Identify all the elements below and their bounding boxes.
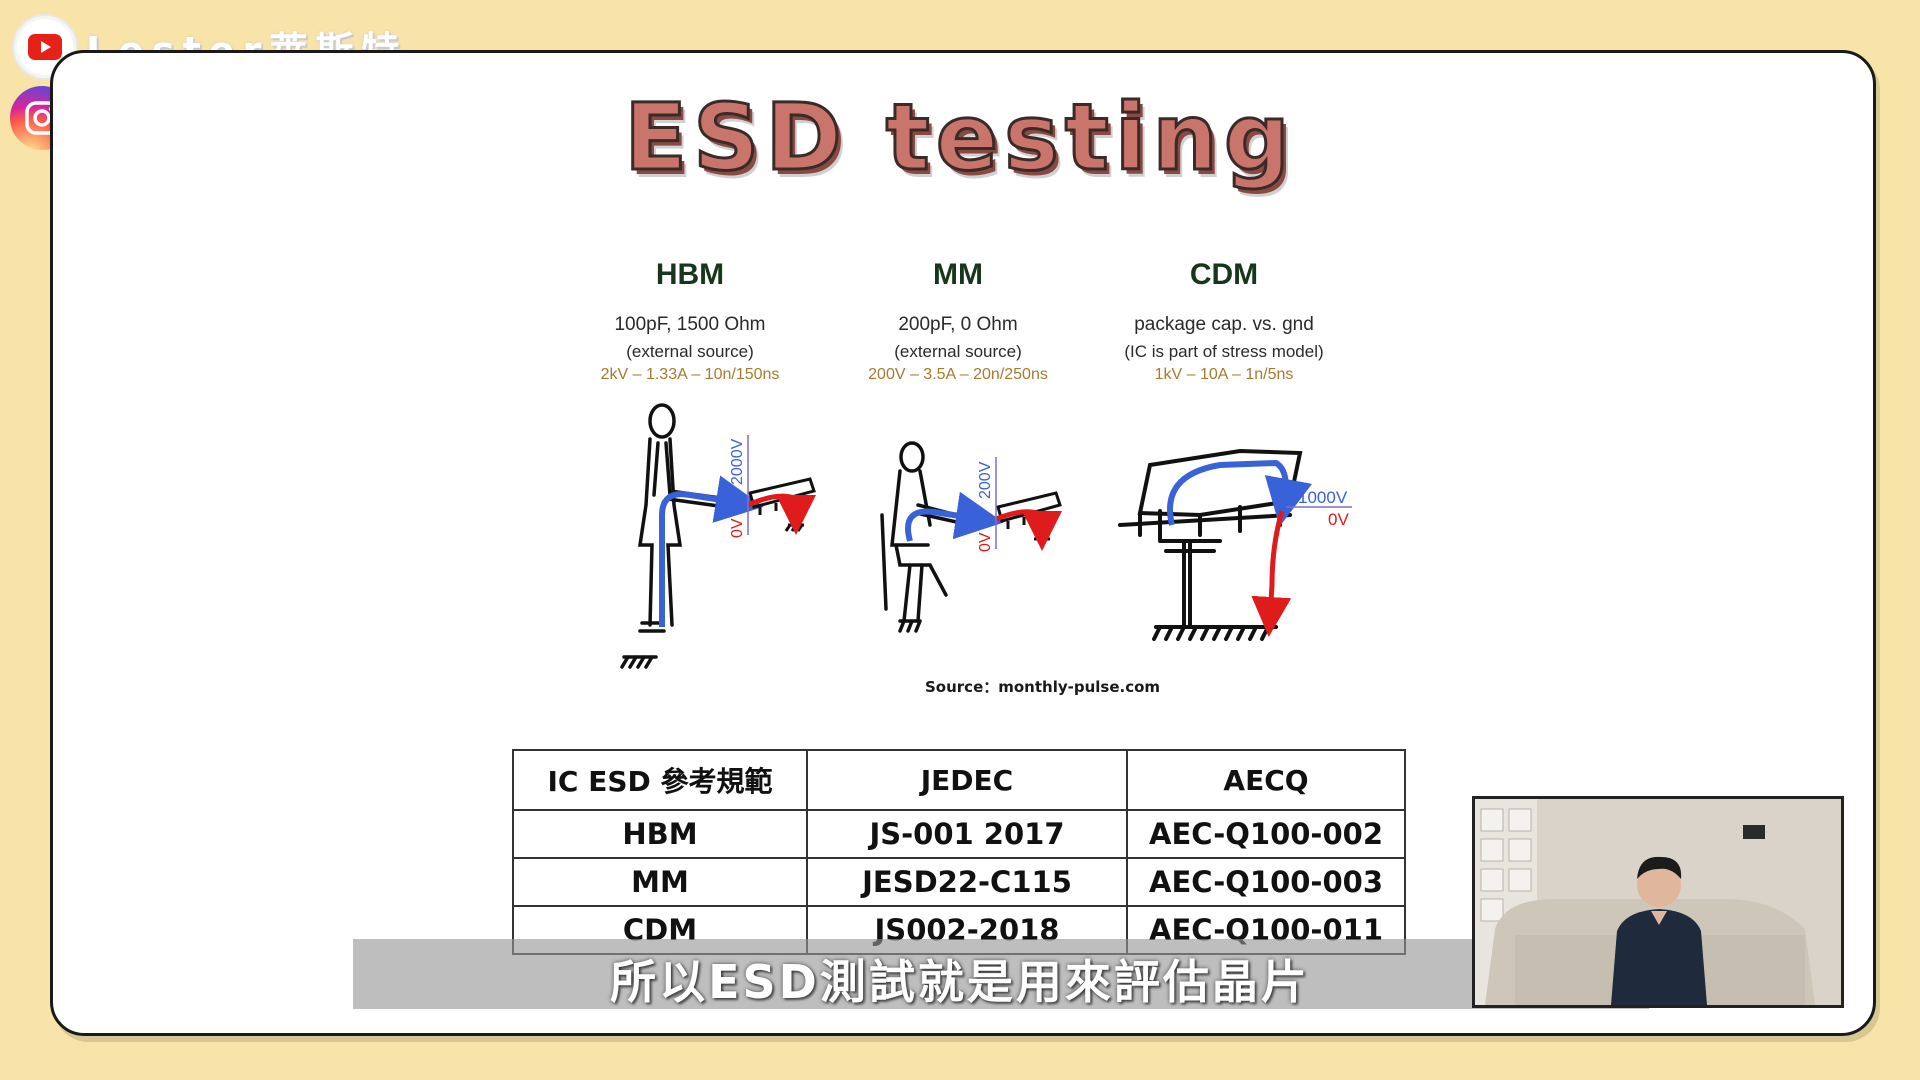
model-pulse: 1kV – 10A – 1n/5ns	[1154, 366, 1294, 383]
esd-models-illustration: 2000V 0V 200V 0V 1000V 0V	[620, 403, 1352, 669]
model-pulse: 200V – 3.5A – 20n/250ns	[868, 366, 1048, 383]
mm-voltage-low-label: 0V	[977, 532, 994, 552]
model-hbm: HBM 100pF, 1500 Ohm (external source) 2k…	[560, 258, 820, 384]
mm-discharge-path	[995, 509, 1062, 551]
cdm-discharge-path	[1251, 510, 1292, 637]
cdm-voltage-low-label: 0V	[1328, 510, 1349, 529]
table-row: HBM JS-001 2017 AEC-Q100-002	[512, 809, 1406, 859]
table-header-cell: JEDEC	[806, 749, 1128, 811]
table-header-cell: IC ESD 參考規範	[512, 749, 808, 811]
model-mm: MM 200pF, 0 Ohm (external source) 200V –…	[828, 258, 1088, 384]
model-source: (external source)	[894, 342, 1022, 361]
youtube-icon[interactable]	[14, 16, 76, 78]
table-cell: MM	[512, 857, 808, 907]
model-name: CDM	[1189, 258, 1259, 291]
table-cell: JS-001 2017	[806, 809, 1128, 859]
model-cdm: CDM package cap. vs. gnd (IC is part of …	[1094, 258, 1354, 384]
model-source: (external source)	[626, 342, 754, 361]
table-header-cell: AECQ	[1126, 749, 1406, 811]
cdm-voltage-high-label: 1000V	[1298, 488, 1348, 507]
esd-standards-table: IC ESD 參考規範 JEDEC AECQ HBM JS-001 2017 A…	[512, 749, 1406, 955]
hbm-current-path	[659, 475, 764, 627]
cdm-current-path	[1167, 459, 1313, 527]
cdm-chip-figure	[1118, 448, 1303, 641]
model-pulse: 2kV – 1.33A – 10n/150ns	[600, 366, 780, 383]
table-cell: JESD22-C115	[806, 857, 1128, 907]
table-cell: AEC-Q100-002	[1126, 809, 1406, 859]
table-header-row: IC ESD 參考規範 JEDEC AECQ	[512, 749, 1406, 811]
model-source: (IC is part of stress model)	[1124, 342, 1324, 361]
model-name: HBM	[655, 258, 725, 291]
hbm-discharge-path	[746, 493, 816, 535]
hbm-voltage-high-label: 2000V	[729, 438, 746, 485]
model-spec: 200pF, 0 Ohm	[898, 314, 1018, 335]
table-cell: HBM	[512, 809, 808, 859]
table-row: MM JESD22-C115 AEC-Q100-003	[512, 857, 1406, 907]
mm-voltage-high-label: 200V	[977, 461, 994, 499]
model-spec: 100pF, 1500 Ohm	[614, 314, 766, 335]
presenter-video-frame	[1475, 799, 1841, 1005]
subtitle-background	[353, 939, 1649, 1009]
model-name: MM	[933, 258, 983, 291]
mm-seated-person-figure	[880, 441, 974, 633]
hbm-voltage-low-label: 0V	[729, 518, 746, 538]
image-source-caption: Source：monthly-pulse.com	[925, 678, 1161, 696]
table-cell: AEC-Q100-003	[1126, 857, 1406, 907]
hbm-standing-person-figure	[620, 403, 730, 669]
model-spec: package cap. vs. gnd	[1134, 314, 1314, 335]
presenter-webcam	[1472, 796, 1844, 1008]
slide-title: ESD testing	[623, 83, 1296, 193]
video-subtitle: 所以ESD測試就是用來評估晶片	[610, 955, 1310, 1009]
hbm-chip-figure	[748, 477, 816, 532]
mm-current-path	[905, 491, 1004, 542]
